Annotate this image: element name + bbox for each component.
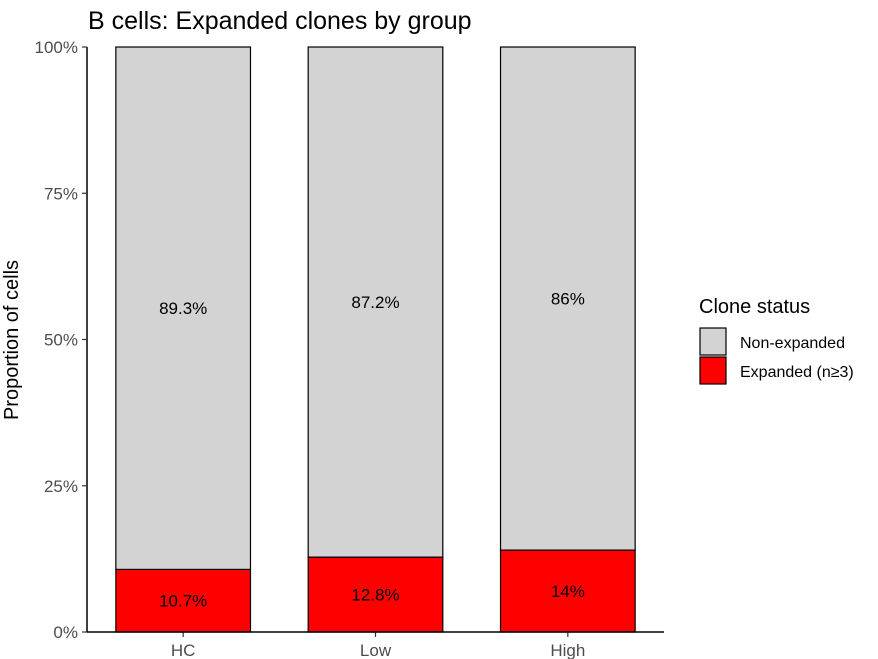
y-tick-label: 75% — [44, 184, 78, 203]
y-tick-label: 0% — [53, 623, 78, 642]
chart-title: B cells: Expanded clones by group — [88, 7, 472, 35]
bars — [115, 46, 636, 633]
bar-segment — [499, 549, 636, 633]
bar-segment — [499, 46, 636, 551]
bar-segment — [307, 556, 444, 633]
x-tick-label: HC — [171, 641, 196, 659]
legend-title: Clone status — [699, 296, 810, 318]
data-label: 89.3% — [159, 299, 207, 318]
bar-segment — [115, 46, 252, 571]
y-tick-label: 50% — [44, 331, 78, 350]
data-label: 87.2% — [351, 293, 399, 312]
y-tick-label: 100% — [35, 38, 78, 57]
legend-swatch — [699, 327, 727, 356]
data-label: 10.7% — [159, 592, 207, 611]
y-tick-label: 25% — [44, 477, 78, 496]
x-axis: HC Low High — [87, 631, 664, 659]
data-labels: 10.7% 89.3% 12.8% 87.2% 14% 86% — [159, 290, 585, 611]
bar-segment — [307, 46, 444, 558]
legend: Clone status Non-expanded Expanded (n≥3) — [699, 296, 854, 385]
data-label: 12.8% — [351, 586, 399, 605]
data-label: 14% — [551, 582, 585, 601]
legend-swatch — [699, 356, 727, 385]
data-label: 86% — [551, 290, 585, 309]
x-tick-label: Low — [360, 641, 392, 659]
legend-label: Non-expanded — [740, 335, 845, 352]
x-tick-label: High — [550, 641, 585, 659]
y-axis: 0% 25% 50% 75% 100% — [35, 38, 88, 642]
legend-label: Expanded (n≥3) — [740, 364, 854, 381]
y-axis-title: Proportion of cells — [1, 260, 23, 420]
